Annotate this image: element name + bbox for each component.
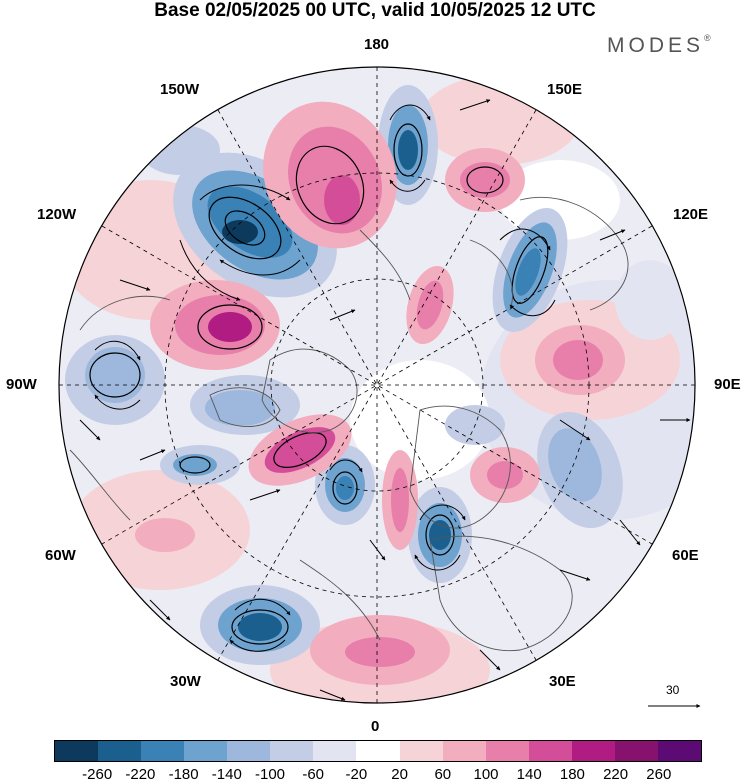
lon-label-60w: 60W [45,547,76,564]
negative-anomaly [160,445,240,485]
chart-title: Base 02/05/2025 00 UTC, valid 10/05/2025… [154,0,596,21]
colorbar-tick-label: 140 [516,766,542,783]
colorbar-tick-label: 100 [473,766,499,783]
positive-anomaly [150,280,280,370]
colorbar-swatch [227,741,271,761]
lon-label-90w: 90W [6,376,37,393]
lon-label-90e: 90E [714,376,741,393]
lon-label-120e: 120E [673,206,709,223]
positive-anomaly [445,148,525,212]
colorbar-tick-label: -260 [82,766,113,783]
positive-anomaly [248,414,352,486]
colorbar-tick-label: -20 [345,766,368,783]
positive-anomaly [310,615,450,685]
positive-anomaly [110,505,220,565]
positive-anomaly [470,447,540,503]
negative-anomaly [65,335,165,425]
colorbar-tick-label: -60 [302,766,325,783]
negative-anomaly [315,445,375,525]
colorbar-swatch [98,741,142,761]
colorbar-tick-label: -100 [254,766,286,783]
colorbar-tick-label: -220 [125,766,156,783]
colorbar-swatch [528,741,572,761]
colorbar-swatch [55,741,99,761]
graticule [59,67,695,703]
brand-text: MODES [607,34,705,57]
colorbar-tick-label: 220 [603,766,629,783]
colorbar-swatch [184,741,228,761]
colorbar-tick-label: 60 [434,766,452,783]
positive-anomaly [382,450,418,550]
positive-anomaly [406,265,454,345]
height-contours [89,123,549,645]
colorbar-swatch [485,741,529,761]
negative-anomaly [492,207,568,333]
colorbar-tick-label: -180 [168,766,199,783]
negative-anomaly [615,260,685,340]
positive-anomaly [263,101,397,249]
colorbar-swatch [399,741,443,761]
colorbar-swatch [657,741,701,761]
positive-anomaly [535,325,625,395]
registered-mark: ® [704,33,711,43]
map-boundary [58,66,696,704]
negative-anomaly [173,152,337,298]
modes-logo: MODES® [607,33,711,58]
colorbar-swatch [141,741,185,761]
colorbar-swatch [356,741,400,761]
colorbar-swatch [313,741,357,761]
negative-anomaly [408,487,472,583]
lon-label-60e: 60E [672,547,699,564]
colorbar-tick-label: 180 [559,766,585,783]
colorbar-swatch [571,741,615,761]
lon-label-180: 180 [364,36,390,53]
lon-label-120w: 120W [37,206,77,223]
lon-label-150w: 150W [160,81,200,98]
colorbar-swatch [614,741,658,761]
anomaly-region [350,360,490,480]
lon-label-0: 0 [371,718,380,735]
colorbar [54,740,702,762]
negative-anomaly [537,411,623,529]
negative-anomaly [190,375,300,435]
lon-label-30w: 30W [170,673,201,690]
colorbar-swatch [442,741,486,761]
negative-anomaly [200,585,320,665]
colorbar-swatch [270,741,314,761]
negative-anomaly [140,125,220,175]
lon-label-30e: 30E [549,673,576,690]
lon-label-150e: 150E [547,81,583,98]
colorbar-tick-label: -140 [211,766,242,783]
coastlines [69,196,629,652]
wind-vectors [79,99,691,701]
reference-vector-label: 30 [666,683,680,697]
colorbar-tick-label: 20 [391,766,408,783]
colorbar-tick-label: 260 [646,766,672,783]
